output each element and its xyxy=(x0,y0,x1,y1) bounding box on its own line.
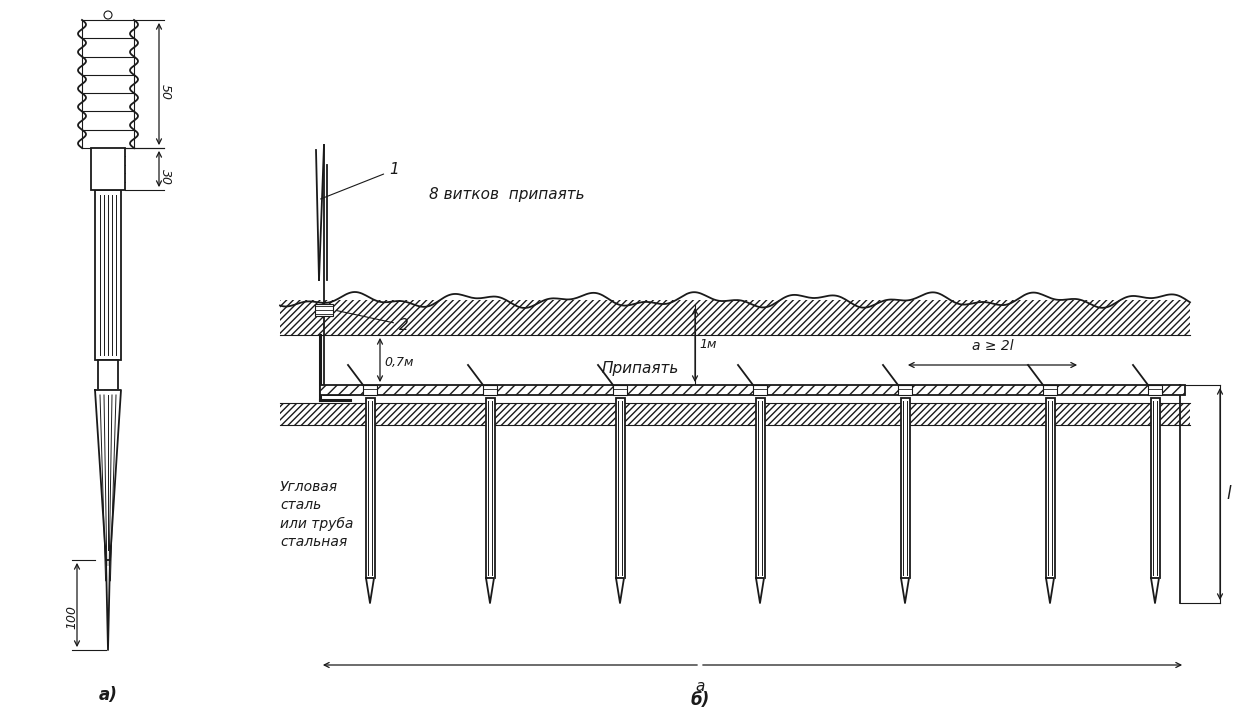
Polygon shape xyxy=(756,578,764,603)
Text: 30: 30 xyxy=(158,169,172,185)
Polygon shape xyxy=(616,578,624,603)
Text: Припаять: Припаять xyxy=(602,360,678,375)
Polygon shape xyxy=(366,578,374,603)
Bar xyxy=(756,398,765,578)
Bar xyxy=(1046,398,1055,578)
Text: б): б) xyxy=(691,691,710,709)
Text: Угловая
сталь
или труба
стальная: Угловая сталь или труба стальная xyxy=(280,480,354,549)
Bar xyxy=(752,385,767,395)
Polygon shape xyxy=(1151,578,1159,603)
Text: 2: 2 xyxy=(337,310,409,333)
Text: l: l xyxy=(1226,485,1230,503)
Bar xyxy=(95,190,120,360)
Text: а ≥ 2l: а ≥ 2l xyxy=(972,339,1013,353)
Bar xyxy=(320,385,1185,395)
Bar xyxy=(898,385,912,395)
Bar xyxy=(320,385,1185,395)
Bar xyxy=(92,148,125,190)
Text: 100: 100 xyxy=(65,605,79,629)
Polygon shape xyxy=(1046,578,1055,603)
Bar xyxy=(315,304,334,316)
Bar xyxy=(483,385,497,395)
Text: 1: 1 xyxy=(321,162,399,199)
Bar xyxy=(487,398,495,578)
Polygon shape xyxy=(902,578,909,603)
Bar xyxy=(366,398,375,578)
Bar xyxy=(280,300,1190,335)
Bar xyxy=(1151,398,1160,578)
Circle shape xyxy=(104,11,112,19)
Text: 0,7м: 0,7м xyxy=(384,356,414,369)
Bar xyxy=(1043,385,1057,395)
Bar xyxy=(98,360,118,390)
Text: 1м: 1м xyxy=(698,339,716,352)
Text: а): а) xyxy=(99,686,118,704)
Bar xyxy=(616,398,624,578)
Bar xyxy=(362,385,377,395)
Bar xyxy=(280,403,1190,425)
Bar xyxy=(1147,385,1162,395)
Bar xyxy=(613,385,627,395)
Text: 8 витков  припаять: 8 витков припаять xyxy=(429,188,584,202)
Text: а: а xyxy=(695,679,705,694)
Polygon shape xyxy=(95,390,120,650)
Polygon shape xyxy=(487,578,494,603)
Bar xyxy=(902,398,910,578)
Text: 50: 50 xyxy=(158,84,172,100)
